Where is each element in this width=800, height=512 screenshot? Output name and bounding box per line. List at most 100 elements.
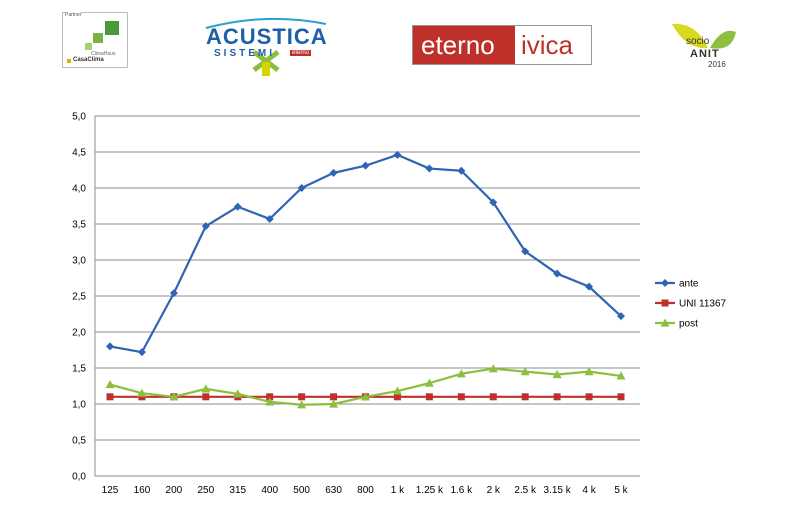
data-point [361,392,370,401]
data-point [330,393,338,401]
data-point [617,393,625,401]
x-tick-label: 200 [166,485,183,496]
data-point [617,312,625,321]
x-tick-label: 315 [229,485,246,496]
anit-leaf-icon [672,23,736,49]
legend-label: post [679,319,698,330]
data-point [489,198,498,207]
y-tick-label: 1,0 [72,400,86,411]
x-tick-label: 5 k [614,485,628,496]
logo-bar: Partner ClimaHaus CasaClima ACUSTICA SIS… [0,0,800,92]
anit-name: ANIT [690,48,720,60]
data-point [266,393,274,401]
eterno-block [413,26,515,64]
casaclima-dot [67,59,71,63]
partner-line2: CasaClima [73,57,104,63]
eterno-text: eterno [421,30,495,60]
data-point [520,367,530,376]
y-tick-label: 4,0 [72,184,86,195]
data-point [265,397,275,406]
data-point [585,393,593,401]
data-point [106,393,114,401]
anit-socio: socio [686,36,710,47]
data-point [169,392,179,401]
ivica-text: ivica [521,30,574,60]
legend-marker [660,318,670,327]
y-tick-label: 3,0 [72,256,86,267]
data-point [393,150,402,159]
data-point [552,369,562,379]
data-point [553,269,562,278]
green-square-large [105,21,119,35]
eternoivica-logo: eterno ivica [412,25,592,65]
legend-label: UNI 11367 [679,299,727,310]
y-tick-label: 1,5 [72,364,86,375]
x-tick-label: 1 k [391,485,405,496]
partner-logo: Partner ClimaHaus CasaClima [62,12,128,68]
data-point [169,289,178,298]
acustica-title: ACUSTICA [206,24,328,49]
x-tick-label: 630 [325,485,342,496]
x-tick-label: 800 [357,485,374,496]
x-tick-label: 3.15 k [544,485,572,496]
data-point [233,202,242,211]
x-tick-label: 500 [293,485,310,496]
acustica-logo: ACUSTICA SISTEMI eterno [196,12,336,78]
data-point [106,342,114,351]
data-point [457,166,466,175]
y-tick-label: 3,5 [72,220,86,231]
partner-caption: Partner [65,12,82,18]
data-point [137,388,147,397]
series-line-ante [109,153,622,354]
data-point [585,282,594,291]
x-tick-label: 1.6 k [450,485,473,496]
green-square-medium [93,33,103,43]
x-tick-label: 2 k [487,485,501,496]
data-point [137,348,146,357]
x-tick-label: 1.25 k [416,485,444,496]
data-point [553,393,561,401]
x-tick-label: 125 [102,485,119,496]
partner-line1: ClimaHaus [91,51,116,57]
data-point [265,214,274,223]
y-tick-label: 0,5 [72,436,86,447]
data-point [202,393,210,401]
x-tick-label: 160 [134,485,151,496]
y-tick-label: 2,5 [72,292,86,303]
x-tick-label: 2.5 k [514,485,537,496]
data-point [201,384,211,393]
data-point [457,393,465,401]
acustica-arc-icon [205,17,327,76]
data-point [233,389,243,398]
y-tick-label: 4,5 [72,148,86,159]
x-tick-label: 4 k [582,485,596,496]
acustica-subtitle: SISTEMI [214,48,276,59]
anit-year: 2016 [708,60,726,69]
y-tick-label: 0,0 [72,472,86,483]
data-point [424,378,434,387]
data-point [425,393,433,401]
y-tick-label: 2,0 [72,328,86,339]
data-point [329,399,339,408]
data-point [105,380,115,389]
green-square-small [85,43,92,50]
data-point [425,164,434,173]
data-point [297,400,307,409]
data-point [489,393,497,401]
acustica-tag: eterno [290,50,312,56]
data-point [392,386,402,395]
data-point [297,184,306,192]
legend-label: ante [679,279,699,290]
legend-marker [661,279,669,287]
data-point [616,371,626,380]
data-point [329,168,338,177]
data-point [393,393,401,401]
data-point [521,247,530,256]
data-point [361,161,370,170]
data-point [521,393,529,401]
data-point [584,367,594,376]
y-tick-label: 5,0 [72,112,86,123]
legend-marker [661,299,669,307]
x-tick-label: 250 [197,485,214,496]
